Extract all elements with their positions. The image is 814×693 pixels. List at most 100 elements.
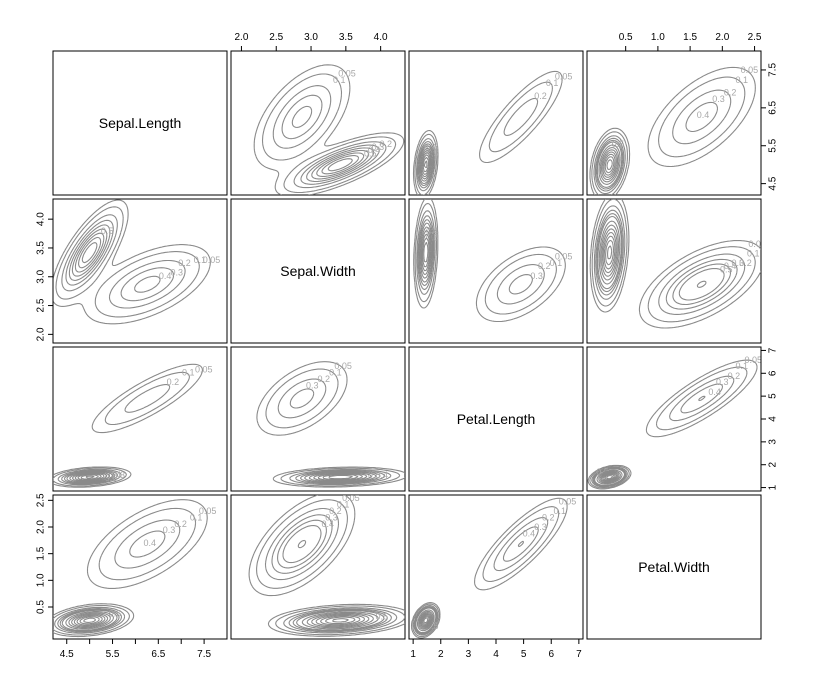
contour-label: 0.4 bbox=[697, 110, 710, 120]
contour-label: 0.3 bbox=[306, 380, 319, 390]
x-tick-label: 5.5 bbox=[106, 649, 120, 660]
contour-line bbox=[416, 210, 545, 305]
contour-label: 0.05 bbox=[555, 252, 573, 262]
contours-3-1: 0.050.10.20.30.4 0.5 bbox=[248, 495, 405, 637]
contour-label: 0.3 bbox=[716, 377, 729, 387]
contour-line bbox=[53, 199, 211, 325]
contours-2-3: 0.050.10.20.30.4 0.5 bbox=[587, 355, 761, 490]
contour-line bbox=[291, 105, 375, 183]
panel-sepal-length-vs-petal-length bbox=[408, 50, 584, 196]
contour-line bbox=[591, 76, 746, 195]
contour-line bbox=[419, 147, 433, 182]
panel-sepal-width-vs-petal-length bbox=[408, 198, 584, 344]
contour-line bbox=[74, 472, 105, 482]
contour-line bbox=[602, 151, 617, 178]
y-tick-label: 2.5 bbox=[36, 298, 47, 312]
panel-sepal-width-vs-sepal-length bbox=[52, 198, 228, 344]
contour-line bbox=[265, 368, 401, 487]
contour-line bbox=[79, 616, 100, 625]
y-tick-label: 7.5 bbox=[768, 63, 779, 77]
contour-line bbox=[61, 609, 118, 631]
contour-label: 0.1 bbox=[735, 361, 748, 371]
contour-line bbox=[419, 226, 432, 279]
y-tick-label: 5 bbox=[768, 393, 779, 399]
contour-line bbox=[71, 228, 108, 277]
contour-label: 0.3 bbox=[170, 268, 183, 278]
contour-line bbox=[418, 219, 434, 287]
panel-petal-length-vs-sepal-length bbox=[52, 346, 228, 492]
contour-line bbox=[603, 153, 616, 176]
contour-line bbox=[418, 222, 433, 283]
contour-line bbox=[53, 507, 197, 636]
contour-line bbox=[66, 470, 113, 484]
contour-line bbox=[598, 470, 622, 484]
contour-label: 0.5 bbox=[109, 608, 122, 618]
contour-line bbox=[598, 144, 621, 185]
y-axis-petal-width: 0.5 1.0 1.5 2.0 2.5 bbox=[36, 493, 54, 614]
contour-line bbox=[61, 214, 186, 309]
x-tick-label: 6 bbox=[548, 649, 554, 660]
contour-label: 0.1 bbox=[194, 255, 207, 265]
contour-line bbox=[603, 473, 616, 481]
diag-label-sepal-width: Sepal.Width bbox=[280, 263, 355, 279]
contour-line bbox=[589, 366, 748, 489]
contour-line bbox=[308, 471, 372, 483]
contour-label: 0.4 bbox=[426, 145, 439, 155]
contour-line bbox=[322, 473, 359, 481]
contour-line bbox=[65, 219, 175, 302]
contour-line bbox=[413, 516, 549, 636]
contour-label: 0.5 bbox=[426, 621, 439, 631]
contour-line bbox=[248, 495, 405, 637]
contour-line bbox=[420, 614, 432, 627]
contour-label: 0.2 bbox=[167, 377, 180, 387]
contour-label: 0.5 bbox=[101, 226, 114, 236]
x-tick-label: 1.0 bbox=[651, 32, 665, 43]
contour-label: 0.2 bbox=[174, 519, 187, 529]
contour-line bbox=[272, 85, 387, 189]
x-tick-label: 2.0 bbox=[715, 32, 729, 43]
contour-label: 0.2 bbox=[379, 139, 392, 149]
contour-line bbox=[83, 617, 97, 623]
contour-label: 0.4 bbox=[159, 271, 172, 281]
contour-line bbox=[417, 143, 434, 187]
contour-line bbox=[65, 611, 115, 630]
contour-line bbox=[601, 149, 619, 181]
diag-label-petal-length: Petal.Length bbox=[457, 411, 536, 427]
y-tick-label: 1.0 bbox=[36, 573, 47, 587]
contour-line bbox=[304, 471, 377, 483]
contour-line bbox=[421, 233, 431, 272]
contour-label: 0.05 bbox=[334, 361, 352, 371]
y-tick-label: 4.5 bbox=[768, 176, 779, 190]
y-tick-label: 3 bbox=[768, 439, 779, 445]
y-tick-label: 3.0 bbox=[36, 269, 47, 283]
contour-line bbox=[61, 469, 119, 485]
contour-line bbox=[289, 388, 386, 485]
x-tick-label: 6.5 bbox=[151, 649, 165, 660]
contour-label: 0.3 bbox=[112, 470, 125, 480]
contour-line bbox=[53, 363, 203, 488]
contour-label: 0.4 bbox=[523, 528, 536, 538]
y-tick-label: 6 bbox=[768, 370, 779, 376]
y-tick-label: 5.5 bbox=[768, 138, 779, 152]
x-axis-petal-length: 1 2 3 4 5 6 7 bbox=[410, 638, 582, 660]
contour-line bbox=[417, 215, 533, 295]
contour-line bbox=[53, 499, 208, 638]
contour-label: 0.05 bbox=[748, 239, 766, 249]
contour-line bbox=[414, 202, 557, 315]
contour-line bbox=[410, 497, 568, 639]
panel-petal-width-vs-petal-width bbox=[586, 494, 762, 640]
x-tick-label: 1.5 bbox=[683, 32, 697, 43]
contour-line bbox=[414, 81, 553, 195]
contour-line bbox=[68, 224, 161, 293]
contour-label: 0.2 bbox=[534, 91, 547, 101]
contour-label: 0.2 bbox=[318, 374, 331, 384]
x-tick-label: 7.5 bbox=[197, 649, 211, 660]
contour-line bbox=[594, 101, 719, 192]
contour-label: 0.4 bbox=[143, 538, 156, 548]
contour-label: 0.3 bbox=[163, 525, 176, 535]
diagonal-labels: Sepal.Length Sepal.Width Petal.Length Petal… bbox=[99, 115, 710, 575]
x-tick-label: 2.0 bbox=[234, 32, 248, 43]
contour-line bbox=[416, 609, 435, 632]
panel-petal-length-vs-sepal-width bbox=[230, 346, 406, 492]
contour-label: 0.4 bbox=[321, 519, 334, 529]
